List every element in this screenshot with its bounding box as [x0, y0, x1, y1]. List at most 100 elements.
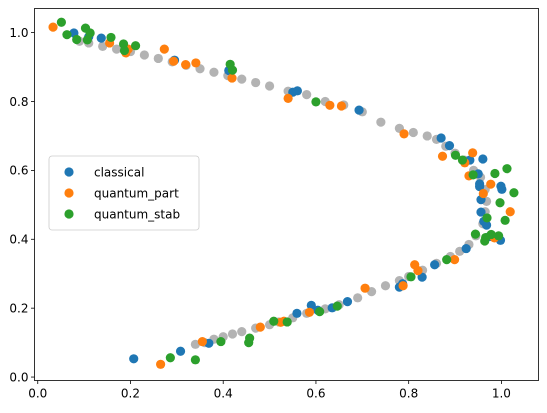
y-tick-label: 0.8 [9, 95, 28, 109]
point-quantum-stab [495, 198, 505, 208]
point-classical [292, 308, 302, 318]
point-quantum-part [449, 255, 460, 265]
y-tick-label: 0.4 [9, 233, 28, 247]
point-classical [129, 354, 139, 364]
point-quantum-stab [494, 231, 504, 241]
background-point [251, 77, 261, 88]
point-quantum-part [325, 100, 335, 110]
point-quantum-part [360, 283, 370, 293]
background-point [153, 53, 163, 64]
point-quantum-part [159, 44, 169, 54]
background-point [139, 50, 149, 60]
point-quantum-part [255, 322, 265, 332]
point-quantum-stab [502, 164, 512, 174]
points-layer [48, 17, 519, 369]
point-quantum-stab [269, 316, 279, 326]
point-classical [342, 297, 353, 307]
point-quantum-part [197, 336, 207, 347]
background-point [408, 127, 418, 138]
point-quantum-stab [311, 97, 321, 107]
point-quantum-stab [165, 353, 175, 363]
y-tick-label: 0.6 [9, 164, 28, 178]
x-axis: 0.0 0.2 0.4 0.6 0.8 1.0 [28, 380, 511, 401]
background-point [422, 131, 432, 141]
point-classical [354, 105, 364, 115]
background-point [264, 81, 275, 91]
point-quantum-stab [106, 32, 116, 43]
point-quantum-part [478, 188, 488, 199]
point-quantum-part [413, 266, 423, 276]
series-quantum-stab [56, 17, 519, 365]
point-quantum-stab [225, 59, 235, 69]
legend-label-quantum-part: quantum_part [94, 186, 179, 200]
point-classical [478, 154, 488, 164]
y-tick-label: 0.0 [9, 370, 28, 384]
point-quantum-part [48, 22, 58, 32]
point-quantum-stab [62, 30, 72, 40]
point-quantum-stab [457, 155, 468, 165]
point-quantum-part [181, 60, 191, 70]
point-quantum-stab [72, 34, 82, 45]
background-point [209, 67, 219, 77]
legend-marker-classical [64, 167, 74, 177]
point-quantum-stab [482, 213, 492, 223]
point-quantum-stab [130, 41, 141, 51]
point-quantum-stab [80, 23, 91, 33]
point-classical [430, 260, 440, 270]
plot-area-frame [34, 8, 539, 381]
point-classical [476, 207, 486, 217]
point-quantum-stab [490, 168, 500, 179]
point-quantum-part [304, 307, 315, 317]
point-quantum-part [156, 359, 166, 369]
point-quantum-part [399, 129, 409, 139]
legend: classical quantum_part quantum_stab [48, 155, 200, 231]
background-point [111, 44, 122, 54]
point-classical [306, 300, 316, 311]
point-quantum-part [227, 73, 237, 83]
series-quantum-part [48, 22, 515, 369]
point-quantum-stab [56, 17, 66, 27]
point-classical [292, 86, 302, 96]
background-point [353, 293, 363, 303]
point-quantum-stab [82, 35, 92, 45]
point-classical [175, 346, 186, 356]
point-classical [461, 243, 471, 254]
background-point [237, 74, 247, 84]
point-quantum-part [505, 207, 515, 217]
legend-label-quantum-stab: quantum_stab [94, 207, 180, 221]
point-quantum-stab [500, 215, 510, 225]
background-point [227, 329, 238, 339]
point-quantum-stab [332, 301, 342, 311]
y-tick-label: 0.2 [9, 301, 28, 315]
background-point [302, 90, 312, 100]
point-classical [96, 33, 106, 43]
point-classical [436, 133, 446, 143]
point-quantum-stab [216, 336, 226, 347]
point-quantum-part [398, 281, 408, 291]
legend-marker-quantum-stab [64, 209, 74, 219]
point-quantum-part [191, 58, 201, 68]
point-classical [417, 272, 427, 282]
background-point [380, 281, 391, 291]
point-quantum-stab [468, 170, 478, 180]
point-classical [475, 179, 485, 189]
point-quantum-stab [282, 317, 292, 327]
point-quantum-stab [481, 232, 491, 243]
point-classical [444, 140, 455, 151]
legend-box [48, 155, 200, 231]
point-quantum-stab [190, 355, 200, 365]
x-tick-label: 0.4 [214, 387, 233, 401]
background-point [98, 41, 108, 51]
point-quantum-stab [450, 150, 461, 160]
point-quantum-part [283, 93, 293, 103]
background-point [237, 326, 247, 337]
point-quantum-part [336, 101, 347, 111]
legend-marker-quantum-part [64, 188, 74, 198]
point-quantum-part [486, 179, 496, 189]
point-quantum-stab [245, 333, 255, 343]
x-tick-label: 0.0 [28, 387, 47, 401]
x-tick-label: 1.0 [492, 387, 511, 401]
point-quantum-stab [315, 307, 325, 317]
point-quantum-part [437, 151, 448, 161]
